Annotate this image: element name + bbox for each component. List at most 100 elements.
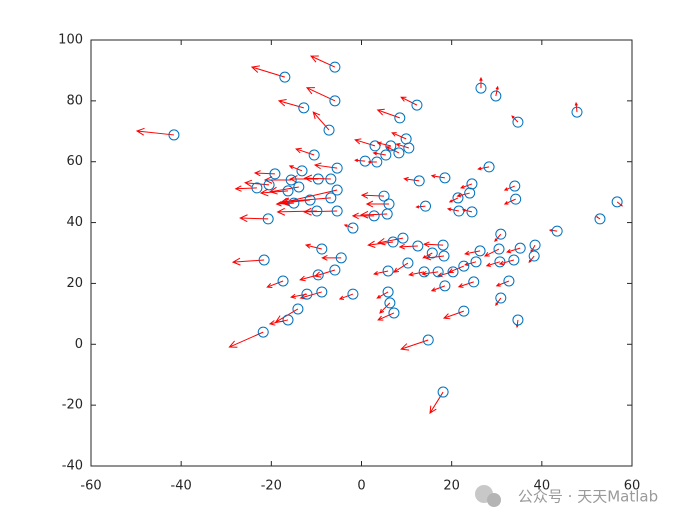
arrow bbox=[595, 216, 601, 220]
y-tick-label: 80 bbox=[66, 93, 83, 108]
point bbox=[412, 240, 424, 252]
y-tick-label: -40 bbox=[62, 459, 83, 474]
arrow bbox=[392, 262, 409, 273]
point bbox=[509, 180, 521, 192]
point bbox=[381, 208, 393, 220]
point bbox=[329, 95, 341, 107]
arrow bbox=[423, 241, 444, 248]
arrow bbox=[359, 210, 388, 219]
arrow bbox=[250, 65, 286, 78]
arrow bbox=[377, 237, 404, 246]
point bbox=[296, 165, 308, 177]
point bbox=[447, 266, 459, 278]
point bbox=[331, 162, 343, 174]
x-tick-label: -60 bbox=[80, 479, 101, 494]
point bbox=[285, 174, 297, 186]
point bbox=[323, 124, 335, 136]
point bbox=[316, 243, 328, 255]
x-tick-label: 20 bbox=[443, 479, 460, 494]
point bbox=[371, 156, 383, 168]
y-tick-label: 100 bbox=[58, 33, 83, 48]
arrow bbox=[430, 174, 445, 179]
arrow bbox=[372, 151, 386, 156]
arrow bbox=[253, 170, 275, 177]
point bbox=[282, 314, 294, 326]
arrow bbox=[354, 138, 376, 147]
point bbox=[426, 247, 438, 259]
point bbox=[368, 210, 380, 222]
arrow bbox=[456, 192, 470, 198]
point bbox=[494, 256, 506, 268]
point bbox=[397, 232, 409, 244]
point bbox=[331, 184, 343, 196]
point bbox=[387, 236, 399, 248]
point bbox=[380, 149, 392, 161]
arrow bbox=[372, 270, 389, 276]
plot-area bbox=[90, 39, 633, 467]
point bbox=[422, 334, 434, 346]
point bbox=[420, 200, 432, 212]
point bbox=[432, 266, 444, 278]
point bbox=[483, 161, 495, 173]
point bbox=[369, 140, 381, 152]
arrow bbox=[376, 141, 391, 147]
arrow bbox=[548, 229, 558, 232]
point bbox=[439, 280, 451, 292]
point bbox=[493, 243, 505, 255]
y-tick-label: -20 bbox=[62, 398, 83, 413]
point bbox=[611, 196, 623, 208]
point bbox=[378, 190, 390, 202]
x-tick-label: -40 bbox=[171, 479, 192, 494]
point bbox=[292, 303, 304, 315]
point bbox=[393, 147, 405, 159]
point bbox=[312, 269, 324, 281]
arrow bbox=[377, 312, 395, 321]
x-tick-label: 0 bbox=[357, 479, 365, 494]
point bbox=[288, 197, 300, 209]
point bbox=[347, 222, 359, 234]
point bbox=[571, 106, 583, 118]
arrow bbox=[376, 108, 400, 119]
arrow bbox=[506, 247, 521, 254]
point bbox=[468, 276, 480, 288]
point bbox=[388, 307, 400, 319]
point bbox=[277, 275, 289, 287]
arrow bbox=[460, 183, 473, 189]
arrow bbox=[457, 281, 474, 288]
arrow bbox=[395, 143, 409, 149]
arrow bbox=[503, 198, 516, 205]
point bbox=[325, 192, 337, 204]
arrow bbox=[464, 250, 481, 256]
arrow bbox=[403, 176, 420, 182]
point bbox=[329, 61, 341, 73]
point bbox=[495, 292, 507, 304]
point bbox=[168, 129, 180, 141]
arrow bbox=[276, 207, 317, 216]
arrow bbox=[367, 240, 394, 248]
point bbox=[512, 116, 524, 128]
arrow bbox=[495, 297, 502, 306]
point bbox=[394, 112, 406, 124]
point bbox=[384, 297, 396, 309]
point bbox=[438, 250, 450, 262]
watermark-icon bbox=[475, 485, 501, 507]
point bbox=[470, 256, 482, 268]
point bbox=[512, 314, 524, 326]
point bbox=[311, 205, 323, 217]
point bbox=[279, 71, 291, 83]
y-tick-label: 20 bbox=[66, 276, 83, 291]
point bbox=[258, 254, 270, 266]
arrow bbox=[400, 96, 418, 106]
point bbox=[437, 386, 449, 398]
arrow bbox=[442, 310, 465, 320]
point bbox=[475, 82, 487, 94]
arrow bbox=[312, 111, 330, 131]
point bbox=[458, 260, 470, 272]
point bbox=[385, 140, 397, 152]
point bbox=[508, 254, 520, 266]
arrow bbox=[228, 331, 264, 348]
point bbox=[331, 205, 343, 217]
point bbox=[308, 149, 320, 161]
arrow bbox=[234, 185, 257, 192]
